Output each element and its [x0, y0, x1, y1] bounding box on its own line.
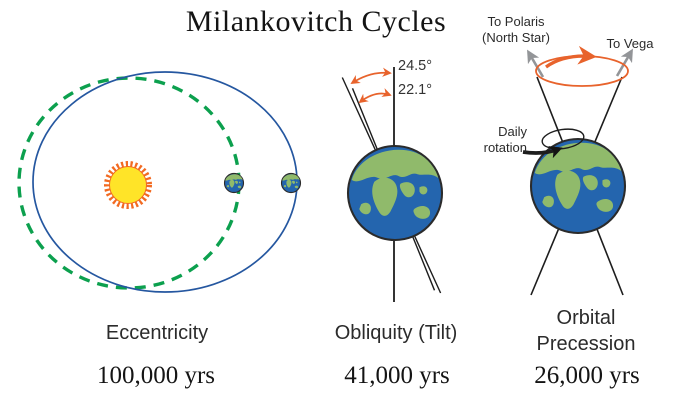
precession-label-line2: Precession: [536, 332, 636, 355]
obliquity-period: 41,000 yrs: [344, 362, 450, 389]
polaris-label-line1: To Polaris: [487, 14, 545, 29]
earth-icon-obliquity: [346, 144, 444, 242]
obliquity-label: Obliquity (Tilt): [334, 322, 458, 344]
precession-label-line1: Orbital: [556, 307, 616, 329]
daily-rotation-line2: rotation: [483, 140, 527, 156]
eccentricity-diagram: [17, 71, 302, 293]
obliquity-diagram: [341, 67, 444, 302]
daily-rotation-arrow: [522, 146, 563, 159]
earth-icon-precession: [529, 137, 627, 235]
eccentricity-period: 100,000 yrs: [96, 362, 216, 389]
polaris-label-line2: (North Star): [482, 30, 550, 46]
sun-icon: [104, 161, 152, 209]
angle-arc-min-arrow: [358, 88, 392, 104]
angle-label-min: 22.1°: [398, 82, 433, 98]
daily-rotation-line1: Daily: [498, 124, 527, 139]
precession-direction-arrow: [545, 45, 597, 69]
eccentricity-label: Eccentricity: [105, 322, 209, 344]
precession-period: 26,000 yrs: [534, 362, 640, 389]
earth-icon-near-orbit: [223, 172, 245, 194]
angle-arc-max-arrow: [350, 67, 392, 84]
precession-label: Orbital Precession: [537, 306, 636, 357]
earth-icon-far-orbit: [280, 172, 302, 194]
precession-circle: [535, 55, 629, 87]
figure-title: Milankovitch Cycles: [185, 5, 447, 38]
vega-label: To Vega: [606, 36, 654, 51]
angle-label-max: 24.5°: [398, 58, 433, 74]
elliptical-orbit-solid: [32, 71, 298, 293]
precession-diagram: [522, 45, 633, 296]
daily-rotation-loop: [541, 128, 585, 150]
polaris-arrow: [527, 49, 545, 78]
daily-rotation-label: Daily rotation: [455, 124, 527, 157]
polaris-label: To Polaris (North Star): [482, 14, 550, 47]
